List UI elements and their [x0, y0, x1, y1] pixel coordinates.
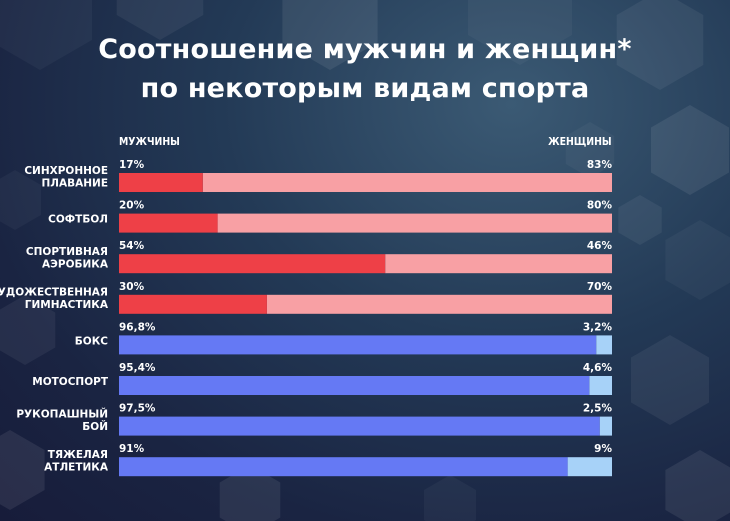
bar-men-5: [119, 376, 590, 395]
hexagon-decoration: [282, 0, 378, 70]
hexagon-decoration: [565, 122, 615, 178]
legend-women: ЖЕНЩИНЫ: [548, 135, 612, 148]
bar-men-7: [119, 457, 568, 477]
bar-women-1: [217, 213, 612, 233]
value-label-women-6: 2,5%: [583, 403, 613, 415]
chart-title-line2: по некоторым видам спорта: [140, 73, 590, 104]
bar-women-7: [567, 457, 612, 477]
chart-title-line1: Соотношение мужчин и женщин*: [98, 34, 632, 65]
bar-men-0: [119, 173, 203, 192]
hexagon-decoration: [0, 170, 41, 230]
bar-women-5: [589, 376, 612, 395]
value-label-men-0: 17%: [119, 159, 145, 171]
hexagon-decoration: [0, 295, 56, 365]
bar-women-4: [596, 335, 612, 355]
category-label-4-0: БОКС: [75, 335, 109, 347]
value-label-women-0: 83%: [587, 159, 613, 171]
category-label-5-0: МОТОСПОРТ: [32, 376, 109, 388]
bar-women-6: [599, 416, 612, 436]
value-label-women-3: 70%: [587, 281, 613, 293]
hexagon-decoration: [616, 0, 704, 90]
legend-men: МУЖЧИНЫ: [119, 135, 180, 148]
hexagon-decoration: [468, 0, 572, 65]
category-label-6-0: РУКОПАШНЫЙ: [16, 407, 108, 420]
hexagon-decoration: [631, 335, 709, 425]
hexagon-decoration: [665, 450, 730, 521]
hexagon-decoration: [618, 195, 662, 245]
hexagon-decoration: [219, 465, 281, 521]
bar-women-0: [202, 173, 613, 192]
category-label-3-0: ХУДОЖЕСТВЕННАЯ: [0, 287, 108, 299]
value-label-men-2: 54%: [119, 240, 145, 252]
value-label-men-1: 20%: [119, 200, 145, 212]
category-label-1-0: СОФТБОЛ: [48, 214, 108, 226]
category-label-0-0: СИНХРОННОЕ: [24, 165, 108, 177]
hexagon-decoration: [651, 105, 729, 195]
bar-men-2: [119, 254, 386, 274]
value-label-men-4: 96,8%: [119, 321, 156, 333]
bar-men-4: [119, 335, 597, 355]
hexagon-decoration: [116, 0, 204, 40]
bar-women-3: [266, 294, 612, 314]
bar-men-3: [119, 294, 267, 314]
category-label-6-1: БОЙ: [82, 420, 108, 433]
value-label-men-7: 91%: [119, 443, 145, 455]
value-label-men-6: 97,5%: [119, 403, 156, 415]
value-label-women-5: 4,6%: [583, 362, 613, 374]
category-label-7-0: ТЯЖЕЛАЯ: [48, 449, 108, 461]
category-label-3-1: ГИМНАСТИКА: [25, 299, 109, 311]
bar-women-2: [385, 254, 612, 274]
value-label-men-3: 30%: [119, 281, 145, 293]
hexagon-decoration: [424, 475, 476, 521]
hexagon-decoration: [0, 430, 45, 510]
hexagon-decoration: [0, 0, 92, 70]
value-label-women-1: 80%: [587, 200, 613, 212]
value-label-men-5: 95,4%: [119, 362, 156, 374]
value-label-women-2: 46%: [587, 240, 613, 252]
category-label-2-1: АЭРОБИКА: [42, 258, 109, 270]
bar-men-1: [119, 213, 218, 233]
category-label-0-1: ПЛАВАНИЕ: [41, 177, 108, 189]
value-label-women-4: 3,2%: [583, 321, 613, 333]
category-label-2-0: СПОРТИВНАЯ: [26, 246, 108, 258]
bar-men-6: [119, 416, 600, 436]
category-label-7-1: АТЛЕТИКА: [44, 461, 109, 473]
hexagon-decoration: [665, 220, 730, 300]
value-label-women-7: 9%: [594, 443, 612, 455]
